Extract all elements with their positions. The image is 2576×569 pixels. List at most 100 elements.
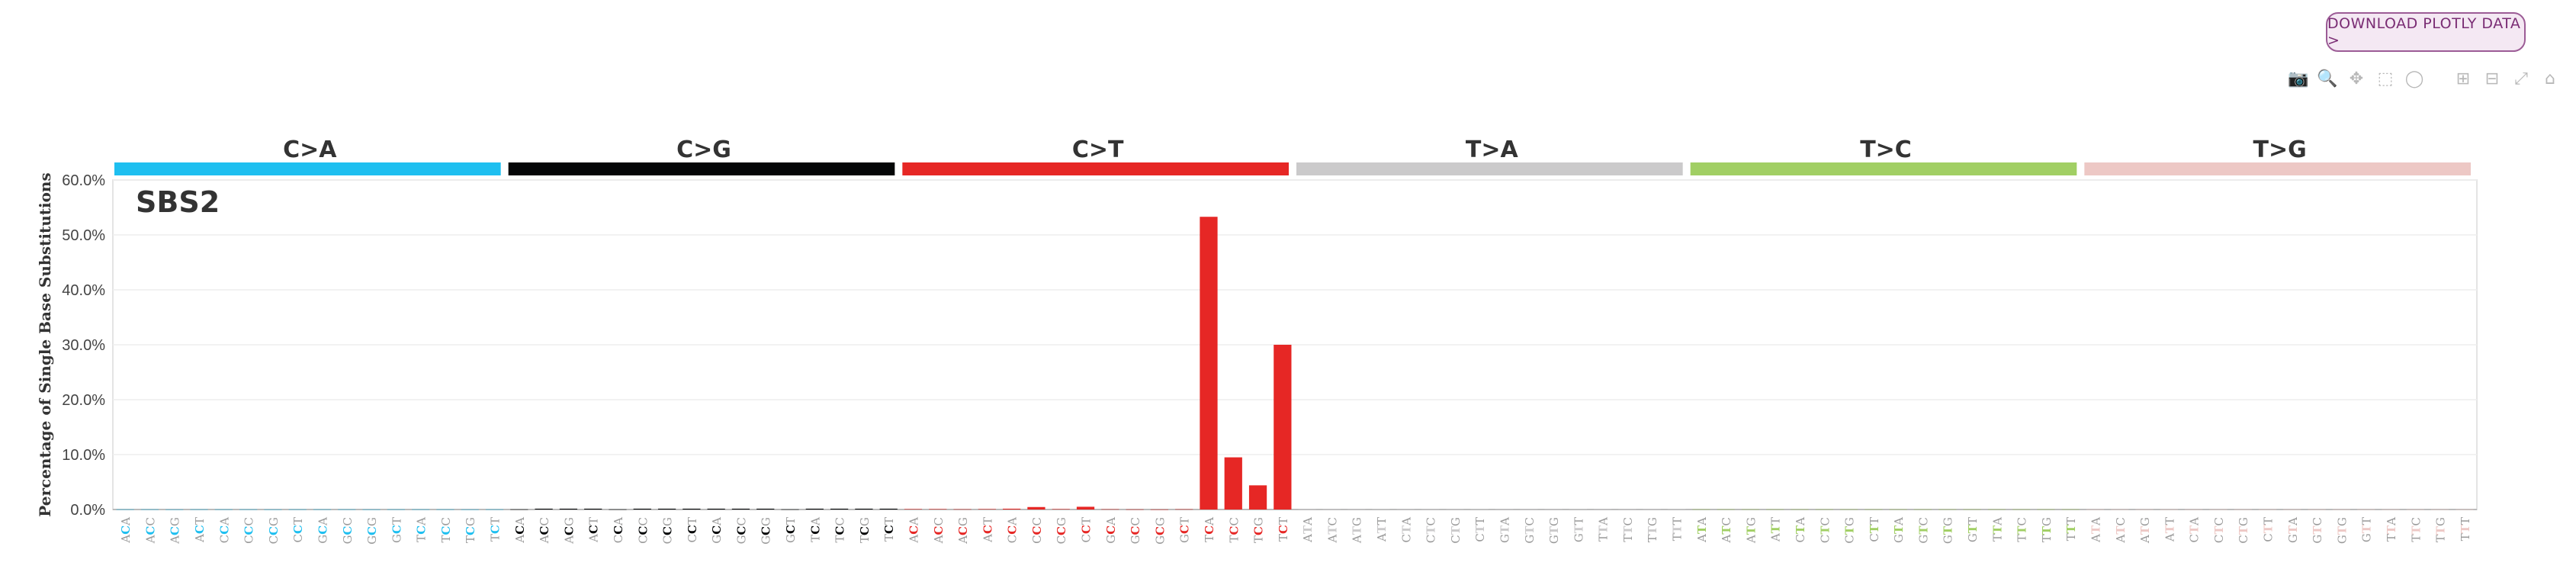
y-tick-label: 30.0% [62,337,105,354]
zoom-out-icon[interactable]: ⊟ [2484,69,2500,88]
x-tick-label: GCG [760,517,773,545]
x-tick-label: GCC [734,517,748,544]
x-tick-label: CTT [1473,517,1487,542]
x-tick-label: GTA [2286,517,2300,543]
x-tick-label: GCG [1153,517,1167,545]
x-tick-label: TTC [2016,517,2029,542]
plotly-modebar: 📷 🔍 ✥ ⬚ ◯ ⊞ ⊟ ⤢ ⌂ [2288,66,2568,92]
x-tick-label: TTG [1646,517,1659,542]
x-tick-label: ACT [981,517,994,543]
x-tick-label: ACG [169,517,182,545]
x-tick-label: CTA [1399,517,1413,543]
x-tick-label: ACG [562,517,576,545]
bar [929,509,947,510]
x-tick-label: ACA [907,517,920,544]
reset-axes-icon[interactable]: ⌂ [2545,69,2555,88]
x-tick-label: ATT [2163,517,2176,542]
x-tick-label: CTG [1449,517,1463,544]
x-tick-label: CCT [686,517,699,542]
bar [1470,509,1489,510]
x-tick-label: GTG [1942,517,1955,544]
x-tick-label: ATC [2114,517,2128,544]
pan-icon[interactable]: ✥ [2349,69,2364,88]
x-tick-label: TTA [1597,517,1611,542]
x-tick-label: GTA [1892,517,1906,543]
x-tick-label: TTC [1621,517,1635,542]
group-bar-C-to-T [902,162,1289,175]
group-bar-C-to-A [114,162,501,175]
bar [535,508,553,510]
x-tick-label: GCT [784,517,798,543]
x-tick-label: CTG [2237,517,2250,544]
bar [855,508,873,510]
group-label: C>A [283,137,337,163]
x-tick-label: TCC [834,517,847,542]
x-tick-label: CCT [291,517,305,542]
x-tick-label: ATA [1301,517,1315,543]
x-tick-label: ACA [513,517,527,544]
bar [584,508,602,510]
bar [1372,509,1390,510]
y-tick-label: 50.0% [62,227,105,244]
bar [707,508,725,510]
x-tick-label: ATG [2138,517,2152,544]
x-tick-label: TTA [1990,517,2004,542]
bar [1027,506,1045,510]
chart-title: SBS2 [136,185,220,219]
x-tick-label: CTT [2262,517,2276,542]
x-tick-label: GTC [2311,517,2324,544]
zoom-icon[interactable]: 🔍 [2317,69,2338,88]
bar [756,508,775,510]
x-tick-label: TCA [415,517,429,542]
group-bar-T-to-A [1296,162,1683,175]
bar [731,508,750,510]
autoscale-icon[interactable]: ⤢ [2514,69,2528,88]
x-tick-label: CCC [1030,517,1044,544]
x-tick-label: ATC [1720,517,1733,544]
group-bar-T-to-C [1690,162,2077,175]
x-tick-label: TTA [2385,517,2398,542]
x-tick-label: CTA [2188,517,2202,543]
x-tick-label: GTG [2335,517,2349,544]
x-tick-label: TTG [2040,517,2054,542]
download-plotly-data-button[interactable]: DOWNLOAD PLOTLY DATA > [2326,12,2526,52]
x-tick-label: ACT [193,517,207,543]
zoom-in-icon[interactable]: ⊞ [2456,69,2471,88]
x-tick-label: ACC [143,517,157,544]
y-tick-label: 40.0% [62,282,105,299]
x-tick-label: TCG [1252,517,1266,543]
x-tick-label: CCA [612,517,625,543]
y-tick-label: 60.0% [62,172,105,189]
bar [879,508,898,510]
x-tick-label: CCT [1080,517,1094,542]
x-tick-label: CTT [1868,517,1881,542]
x-tick-label: TCT [1277,517,1290,542]
x-tick-label: GCG [365,517,379,545]
x-tick-label: TTC [2409,517,2423,542]
bar [978,509,996,510]
box-select-icon[interactable]: ⬚ [2377,69,2394,88]
camera-icon[interactable]: 📷 [2288,69,2309,88]
x-tick-label: CTG [1843,517,1857,544]
x-tick-label: ATA [1695,517,1709,543]
x-tick-label: GTT [1572,517,1585,542]
y-tick-label: 20.0% [62,392,105,409]
x-tick-label: TTT [1671,517,1685,541]
x-tick-label: ACT [587,517,601,543]
bar [1076,506,1095,510]
lasso-icon[interactable]: ◯ [2404,69,2424,88]
bar [1667,509,1686,510]
bar [683,508,701,510]
bar [1003,508,1021,510]
bar [1248,485,1267,510]
x-tick-label: GTG [1547,517,1561,544]
bar [1200,217,1218,510]
x-tick-label: GCC [1129,517,1142,544]
x-tick-label: ACC [538,517,551,544]
x-tick-label: CCG [1055,517,1068,544]
x-tick-label: TCG [464,517,477,543]
x-tick-label: TTT [2459,517,2472,541]
y-axis-label: Percentage of Single Base Substitutions [36,172,54,516]
x-tick-label: GTC [1523,517,1537,544]
x-tick-label: GTT [2360,517,2374,542]
